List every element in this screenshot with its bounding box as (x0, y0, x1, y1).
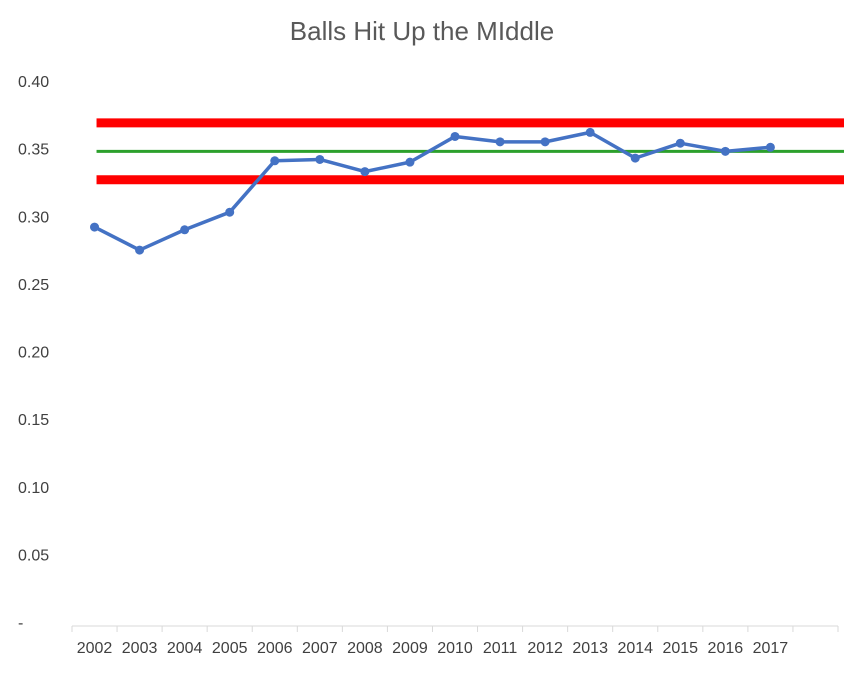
x-tick-label: 2010 (437, 640, 473, 657)
x-tick-label: 2002 (77, 640, 113, 657)
y-tick-label: 0.20 (18, 345, 49, 362)
x-tick-label: 2008 (347, 640, 383, 657)
y-tick-label: 0.40 (18, 74, 49, 91)
data-point (675, 138, 685, 148)
data-point (90, 222, 100, 232)
x-tick-label: 2003 (122, 640, 158, 657)
x-tick-label: 2011 (483, 640, 518, 657)
data-point (585, 127, 595, 137)
y-tick-label: 0.05 (18, 547, 49, 564)
x-tick-label: 2016 (708, 640, 744, 657)
data-point (720, 146, 730, 156)
data-point (135, 245, 145, 255)
y-tick-label: 0.25 (18, 277, 49, 294)
data-point (495, 137, 505, 147)
y-tick-label: 0.30 (18, 209, 49, 226)
y-tick-label: - (18, 615, 23, 632)
data-point (630, 153, 640, 163)
x-tick-label: 2014 (617, 640, 653, 657)
y-tick-label: 0.10 (18, 480, 49, 497)
x-tick-label: 2006 (257, 640, 293, 657)
data-point (450, 131, 460, 141)
data-point (405, 157, 415, 167)
data-point (360, 167, 370, 177)
data-point (540, 137, 550, 147)
chart-title: Balls Hit Up the MIddle (289, 16, 555, 46)
x-tick-label: 2012 (527, 640, 563, 657)
y-tick-label: 0.35 (18, 142, 49, 159)
x-tick-label: 2013 (572, 640, 608, 657)
data-point (315, 154, 325, 164)
x-tick-label: 2017 (753, 640, 789, 657)
x-tick-label: 2015 (662, 640, 698, 657)
data-point (225, 207, 235, 217)
x-tick-label: 2005 (212, 640, 248, 657)
data-point (180, 225, 190, 235)
x-tick-label: 2009 (392, 640, 428, 657)
data-point (270, 156, 280, 166)
x-tick-label: 2007 (302, 640, 338, 657)
y-tick-label: 0.15 (18, 412, 49, 429)
series-line (93, 130, 771, 252)
x-tick-label: 2004 (167, 640, 203, 657)
data-point (765, 142, 775, 152)
